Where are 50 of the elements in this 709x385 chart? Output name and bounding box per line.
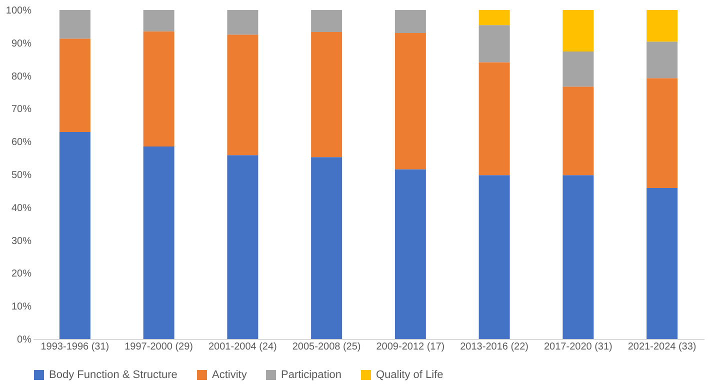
x-tick-label: 2009-2012 (17) [376,342,445,352]
bar [143,31,174,147]
bar [59,10,90,39]
bar [311,157,342,339]
x-tick-label: 2017-2020 (31) [544,342,612,352]
bar [59,132,90,339]
bar [143,146,174,339]
y-tick-label: 40% [11,202,32,214]
y-tick-label: 80% [11,71,32,82]
bar [646,10,678,42]
legend-label: Participation [281,369,342,381]
y-tick-label: 100% [6,6,32,16]
x-tick-label: 2021-2024 (33) [628,342,696,352]
bar [478,10,510,26]
bar [646,78,678,188]
bar [478,62,510,176]
bar [227,34,258,156]
bar [478,175,510,339]
bar [394,169,426,339]
bar [478,25,510,62]
legend-label: Body Function & Structure [49,369,178,381]
bar [646,188,678,339]
bar [227,10,258,35]
bar [394,33,426,170]
legend-label: Quality of Life [376,369,444,381]
bar [562,175,594,339]
bar [59,38,90,132]
bar [394,10,426,34]
y-tick-label: 50% [11,170,32,181]
bar [227,155,258,339]
y-tick-label: 30% [11,236,32,247]
bar [311,10,342,32]
x-tick-label: 1997-2000 (29) [124,342,194,352]
bar [562,51,594,87]
x-tick-label: 2005-2008 (25) [292,342,361,352]
x-tick-label: 2001-2004 (24) [208,342,277,352]
bar [646,42,678,78]
y-tick-label: 0% [17,334,32,346]
legend-label: Activity [212,369,248,381]
y-tick-label: 90% [11,38,32,50]
x-tick-label: 1993-1996 (31) [40,342,110,352]
y-tick-label: 70% [11,104,32,116]
x-tick-label: 2013-2016 (22) [460,342,529,352]
y-tick-label: 60% [11,137,32,148]
y-tick-label: 10% [11,302,32,313]
bar [311,32,342,158]
y-tick-label: 20% [11,268,32,280]
bar [562,86,594,176]
bar [562,10,594,52]
bar [143,10,174,32]
